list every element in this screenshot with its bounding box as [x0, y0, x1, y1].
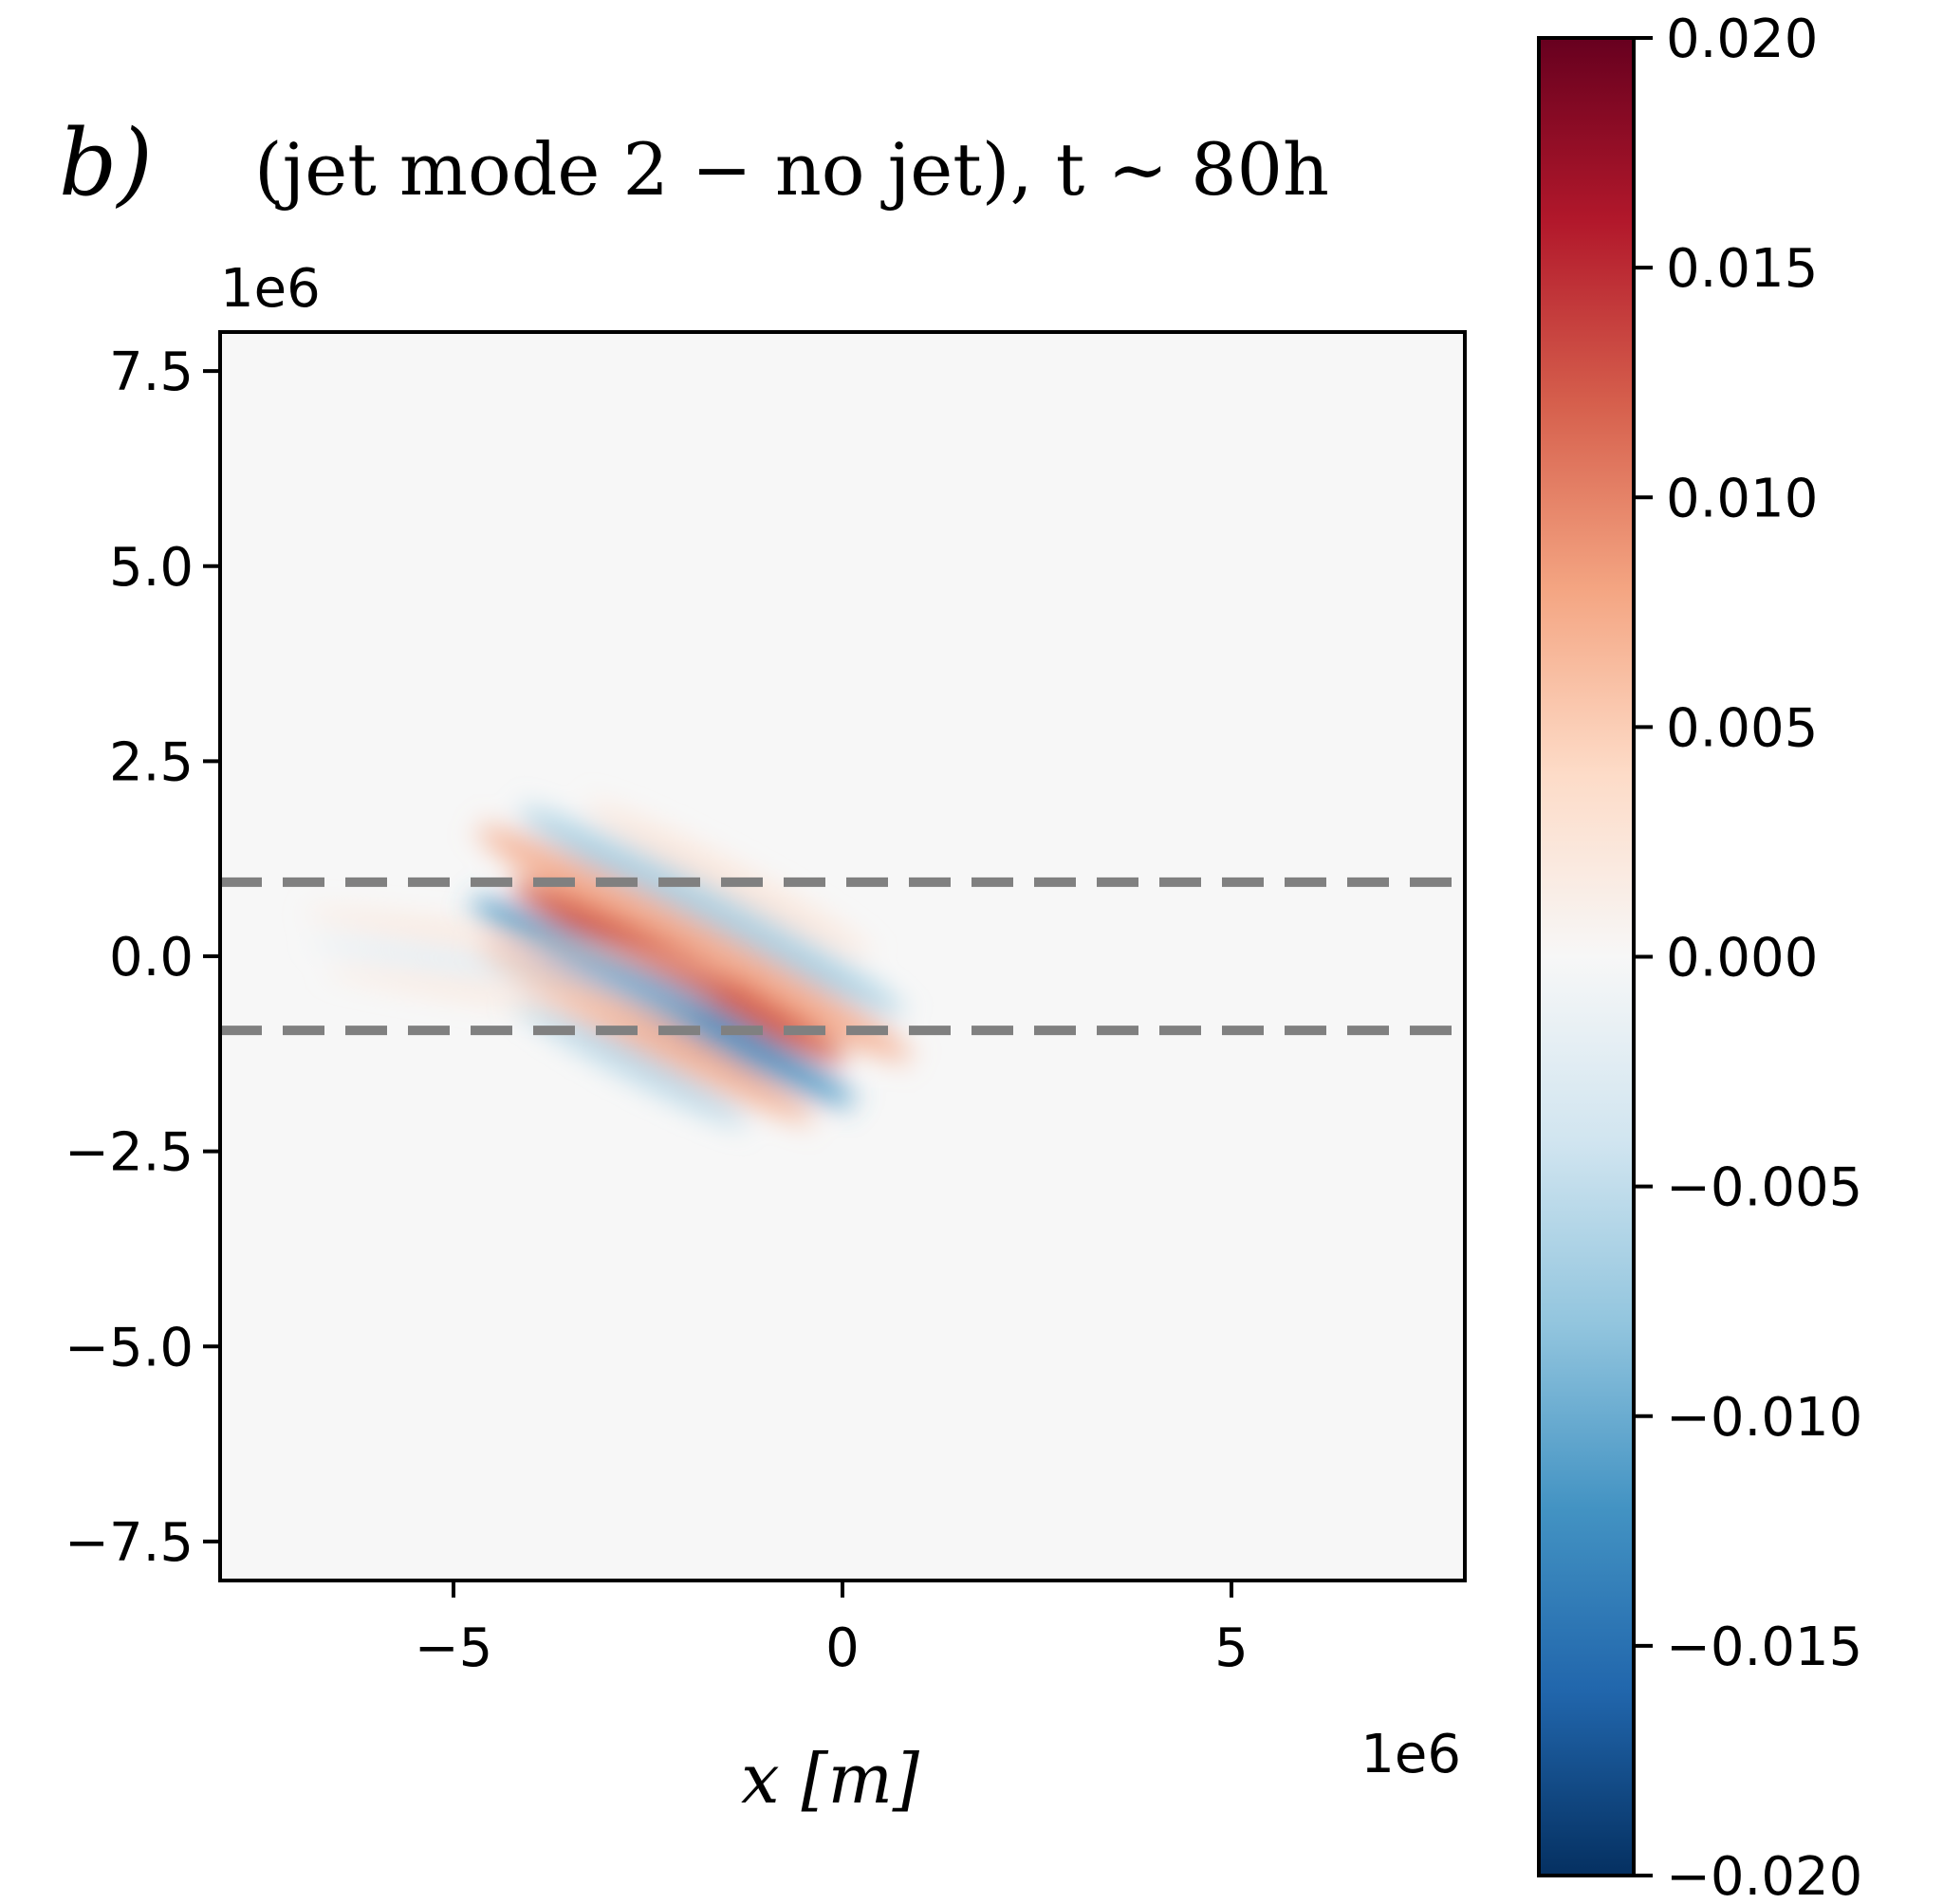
colorbar-fill — [1539, 38, 1634, 1876]
colorbar-tick-label: 0.020 — [1666, 9, 1818, 70]
colorbar-tick-label: 0.000 — [1666, 928, 1818, 989]
wave-band — [518, 807, 904, 1016]
colorbar-tick-label: 0.005 — [1666, 697, 1818, 759]
chart-title: (jet mode 2 − no jet), t ∼ 80h — [254, 127, 1329, 212]
y-tick-label: 7.5 — [109, 342, 194, 403]
x-tick-label: 0 — [825, 1617, 860, 1679]
colorbar-tick-label: −0.020 — [1666, 1846, 1862, 1904]
colorbar-ticks: 0.020 0.015 0.010 0.005 0.000 −0.005 −0.010 −0.… — [1634, 9, 1862, 1904]
dashed-reference-lines — [220, 877, 1465, 1036]
x-tick-label: 5 — [1214, 1617, 1249, 1679]
y-tick-label: 0.0 — [109, 927, 194, 989]
wave-tail-band — [309, 939, 724, 1001]
y-tick-label: −5.0 — [65, 1317, 194, 1378]
x-offset-label: 1e6 — [1360, 1724, 1461, 1785]
y-tick-label: −2.5 — [65, 1122, 194, 1184]
wave-band — [475, 825, 913, 1062]
colorbar-tick-label: −0.005 — [1666, 1157, 1862, 1219]
x-tick-label: −5 — [415, 1617, 493, 1679]
colorbar: 0.020 0.015 0.010 0.005 0.000 −0.005 −0.010 −0.… — [1537, 9, 1862, 1904]
y-tick-label: 5.0 — [109, 537, 194, 599]
y-axis-ticks: 7.5 5.0 2.5 0.0 −2.5 −5.0 −7.5 — [65, 342, 220, 1574]
colorbar-tick-label: 0.010 — [1666, 468, 1818, 529]
wave-band — [479, 941, 815, 1123]
colorbar-tick-label: −0.010 — [1666, 1387, 1862, 1449]
anomaly-wave-packet — [305, 802, 913, 1127]
wave-tail — [305, 910, 737, 1025]
x-axis-label: x [m] — [741, 1739, 920, 1819]
x-axis-ticks: −5 0 5 — [415, 1581, 1249, 1679]
wave-tail-band — [305, 910, 737, 974]
panel-label: b) — [59, 110, 153, 216]
wave-tail-band — [324, 968, 701, 1025]
colorbar-tick-label: −0.015 — [1666, 1617, 1862, 1678]
wave-band — [510, 880, 847, 1063]
colorbar-tick-label: 0.015 — [1666, 238, 1818, 300]
y-offset-label: 1e6 — [220, 258, 321, 320]
y-tick-label: −7.5 — [65, 1512, 194, 1574]
plot-area — [218, 330, 1467, 1582]
y-tick-label: 2.5 — [109, 731, 194, 793]
